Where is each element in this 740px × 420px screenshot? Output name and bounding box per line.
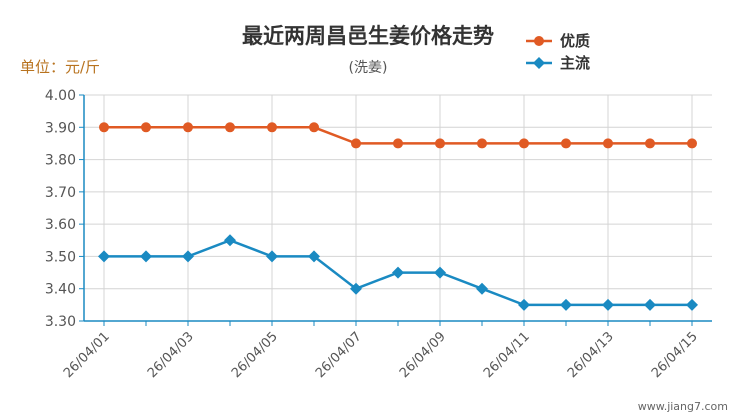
y-tick-label: 3.90 [45,120,76,136]
data-point [351,138,361,149]
x-tick-label: 26/04/03 [145,329,197,381]
x-tick-label: 26/04/11 [481,329,533,381]
axes [79,94,712,326]
legend-label: 优质 [560,32,590,50]
y-tick-labels: 4.00 3.90 3.80 3.70 3.60 3.50 3.40 3.30 [45,88,76,330]
data-point [435,138,445,149]
legend-label: 主流 [560,54,590,72]
watermark: www.jiang7.com [638,400,728,413]
y-tick-label: 3.40 [45,282,76,298]
y-tick-label: 4.00 [45,88,76,104]
data-point [518,298,530,311]
data-point [308,250,320,263]
x-tick-label: 26/04/09 [397,329,449,381]
x-tick-label: 26/04/13 [565,329,617,381]
chart-subtitle: (洗姜) [349,60,388,76]
x-tick-label: 26/04/07 [313,329,365,381]
data-point [392,266,404,279]
data-point [350,282,362,295]
x-tick-label: 26/04/05 [229,329,281,381]
x-tick-label: 26/04/15 [649,329,701,381]
chart-title: 最近两周昌邑生姜价格走势 [242,24,494,48]
x-tick-labels: 26/04/01 26/04/03 26/04/05 26/04/07 26/04/09… [61,329,701,381]
data-point [182,250,194,263]
data-point [98,250,110,263]
data-point [477,138,487,149]
legend-marker [533,57,545,69]
data-point [434,266,446,279]
data-point [224,234,236,247]
data-point [603,138,613,149]
grid-lines [84,94,712,322]
data-point [225,122,235,133]
data-point [393,138,403,149]
y-tick-label: 3.70 [45,185,76,201]
data-point [183,122,193,133]
data-point [602,298,614,311]
y-tick-label: 3.50 [45,249,76,265]
data-point [266,250,278,263]
data-point [687,138,697,149]
data-point [644,298,656,311]
y-tick-label: 3.60 [45,217,76,233]
data-point [519,138,529,149]
data-point [140,250,152,263]
data-point [645,138,655,149]
data-point [99,122,109,133]
data-point [267,122,277,133]
y-tick-label: 3.30 [45,314,76,330]
legend-marker [534,36,544,46]
data-point [560,298,572,311]
data-point [561,138,571,149]
unit-label: 单位：元/斤 [20,58,100,76]
data-point [686,298,698,311]
x-tick-label: 26/04/01 [61,329,113,381]
y-tick-label: 3.80 [45,153,76,169]
data-point [309,122,319,133]
data-point [141,122,151,133]
series-group [98,122,698,311]
data-point [476,282,488,295]
